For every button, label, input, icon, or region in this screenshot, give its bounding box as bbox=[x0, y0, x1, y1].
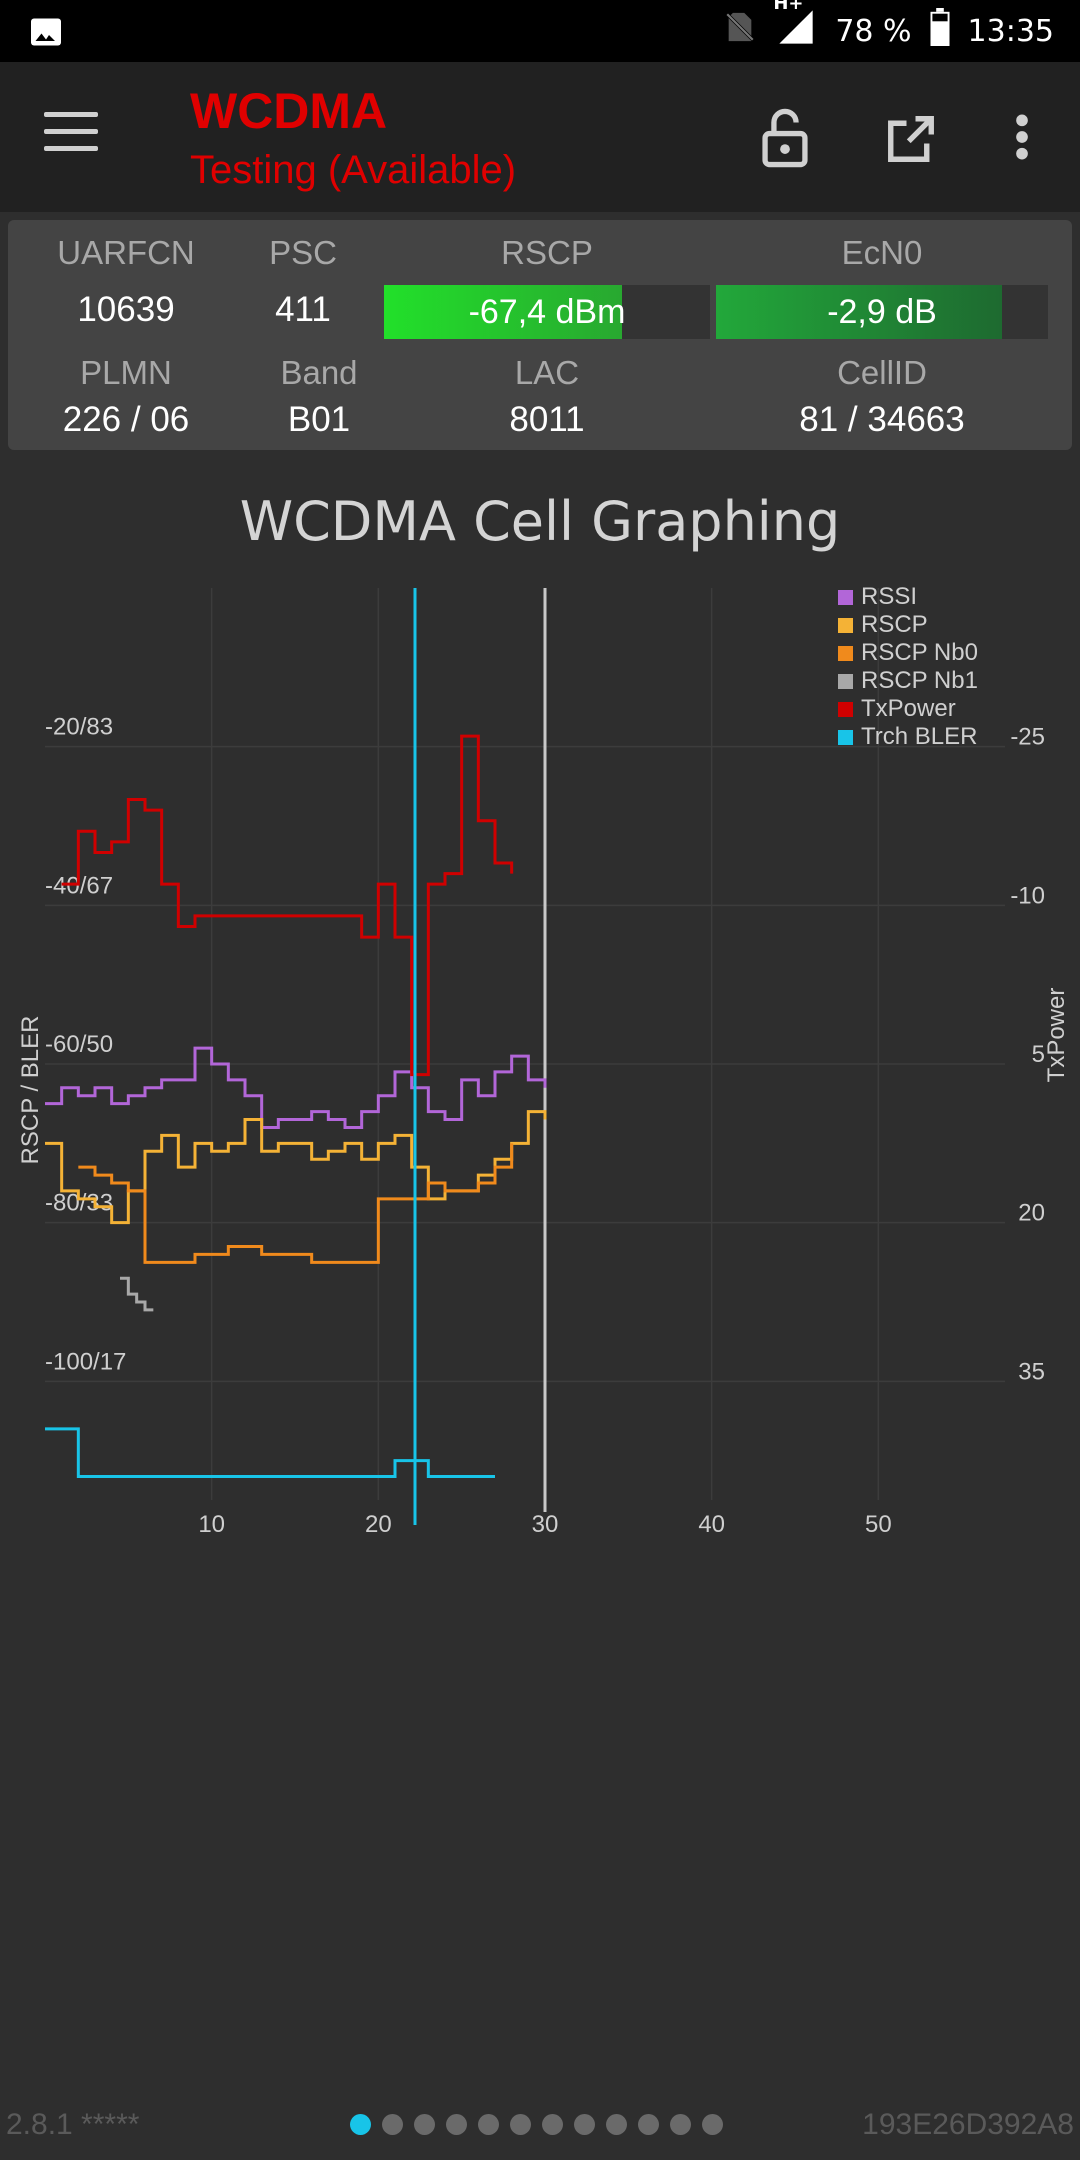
page-indicator[interactable] bbox=[350, 2114, 723, 2135]
page-dot[interactable] bbox=[638, 2114, 659, 2135]
y-tick-label: -100/17 bbox=[45, 1348, 126, 1375]
device-id-text: 193E26D392A8 bbox=[862, 2108, 1074, 2141]
series-line-txpower bbox=[61, 734, 514, 1077]
rscp-bar: -67,4 dBm bbox=[384, 285, 710, 339]
signal-icon: H+ bbox=[773, 0, 817, 55]
page-dot[interactable] bbox=[510, 2114, 531, 2135]
page-dot[interactable] bbox=[446, 2114, 467, 2135]
version-text: 2.8.1 ***** bbox=[6, 2108, 140, 2141]
page-dot[interactable] bbox=[478, 2114, 499, 2135]
page-dot[interactable] bbox=[542, 2114, 563, 2135]
x-tick-label: 30 bbox=[532, 1511, 559, 1538]
app-bar: WCDMA Testing (Available) bbox=[0, 62, 1080, 212]
legend-swatch bbox=[838, 702, 853, 717]
cell-info-panel: UARFCN 10639 PSC 411 RSCP -67,4 dBm EcN0… bbox=[8, 220, 1072, 450]
lac-value: 8011 bbox=[509, 400, 585, 439]
legend-swatch bbox=[838, 646, 853, 661]
legend-label: RSCP bbox=[861, 611, 928, 638]
legend-label: Trch BLER bbox=[861, 723, 977, 750]
legend-swatch bbox=[838, 674, 853, 689]
y-axis-title: RSCP / BLER bbox=[17, 1016, 44, 1165]
page-dot[interactable] bbox=[382, 2114, 403, 2135]
legend-label: RSCP Nb1 bbox=[861, 667, 978, 694]
lac-label: LAC bbox=[514, 354, 580, 391]
page-dot[interactable] bbox=[350, 2114, 371, 2135]
series-line-rscp-nb0 bbox=[78, 1143, 514, 1264]
page-dot[interactable] bbox=[702, 2114, 723, 2135]
more-vert-icon[interactable] bbox=[1012, 112, 1032, 166]
battery-icon bbox=[930, 8, 950, 54]
y2-tick-label: -10 bbox=[1010, 882, 1045, 909]
legend-swatch bbox=[838, 618, 853, 633]
y2-tick-label: 35 bbox=[1018, 1358, 1045, 1385]
legend-swatch bbox=[838, 730, 853, 745]
app-subtitle: Testing (Available) bbox=[190, 148, 517, 192]
lock-open-icon[interactable] bbox=[758, 107, 812, 173]
x-tick-label: 50 bbox=[865, 1511, 892, 1538]
cell-graph-chart[interactable]: 10 20 30 40 50-20/83 -25-40/67 -10-60/50 5-80/3… bbox=[0, 560, 1080, 1580]
cellid-label: CellID bbox=[837, 354, 927, 391]
chart-title: WCDMA Cell Graphing bbox=[239, 490, 841, 553]
y-tick-label: -20/83 bbox=[45, 714, 113, 741]
x-tick-label: 10 bbox=[198, 1511, 225, 1538]
image-icon bbox=[28, 14, 64, 54]
network-type: H+ bbox=[773, 0, 804, 14]
rscp-label: RSCP bbox=[501, 234, 593, 271]
legend-swatch bbox=[838, 590, 853, 605]
y2-tick-label: 20 bbox=[1018, 1200, 1045, 1227]
page-dot[interactable] bbox=[606, 2114, 627, 2135]
page-dot[interactable] bbox=[414, 2114, 435, 2135]
rscp-value: -67,4 dBm bbox=[468, 293, 626, 331]
clock: 13:35 bbox=[967, 13, 1054, 49]
no-sim-icon bbox=[723, 10, 757, 52]
legend-label: RSCP Nb0 bbox=[861, 639, 978, 666]
battery-percent: 78 % bbox=[835, 13, 912, 49]
cellid-value: 81 / 34663 bbox=[799, 400, 965, 439]
series-line-rscp bbox=[45, 1110, 547, 1225]
open-external-icon[interactable] bbox=[884, 112, 938, 170]
psc-value: 411 bbox=[275, 290, 331, 329]
app-title: WCDMA bbox=[190, 83, 388, 139]
band-value: B01 bbox=[287, 400, 351, 439]
y2-tick-label: 5 bbox=[1032, 1041, 1045, 1068]
plmn-value: 226 / 06 bbox=[62, 400, 190, 439]
uarfcn-value: 10639 bbox=[77, 290, 175, 329]
legend-label: TxPower bbox=[861, 695, 956, 722]
series-line-trch-bler bbox=[45, 1427, 495, 1479]
ecn0-bar: -2,9 dB bbox=[716, 285, 1048, 339]
uarfcn-label: UARFCN bbox=[57, 234, 195, 271]
status-bar: H+ 78 % 13:35 bbox=[0, 0, 1080, 62]
x-tick-label: 40 bbox=[698, 1511, 725, 1538]
band-label: Band bbox=[280, 354, 358, 391]
menu-icon[interactable] bbox=[44, 112, 98, 154]
series-line-rssi bbox=[45, 1046, 547, 1129]
y2-tick-label: -25 bbox=[1010, 724, 1045, 751]
y-tick-label: -60/50 bbox=[45, 1031, 113, 1058]
plmn-label: PLMN bbox=[80, 354, 172, 391]
y2-axis-title: TxPower bbox=[1043, 988, 1070, 1083]
page-dot[interactable] bbox=[574, 2114, 595, 2135]
legend-label: RSSI bbox=[861, 583, 917, 610]
series-line-rscp-nb1 bbox=[120, 1276, 154, 1312]
ecn0-value: -2,9 dB bbox=[827, 293, 937, 331]
x-tick-label: 20 bbox=[365, 1511, 392, 1538]
ecn0-label: EcN0 bbox=[841, 234, 923, 271]
psc-label: PSC bbox=[269, 234, 337, 271]
page-dot[interactable] bbox=[670, 2114, 691, 2135]
